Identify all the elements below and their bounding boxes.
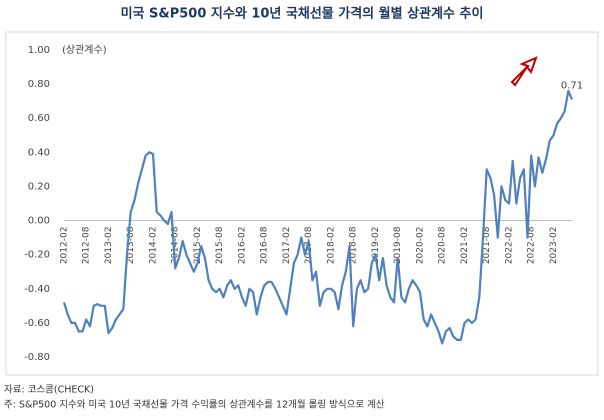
x-tick-label: 2021-02 — [460, 227, 470, 265]
x-tick-label: 2018-02 — [326, 227, 336, 265]
y-tick-label: 1.00 — [28, 45, 50, 56]
footnote: 주: S&P500 지수와 미국 10년 국채선물 가격 수익률의 상관계수를 … — [4, 399, 385, 411]
x-tick-label: 2021-08 — [482, 226, 492, 264]
y-axis-label: (상관계수) — [62, 44, 107, 56]
y-tick-label: -0.60 — [24, 318, 50, 329]
y-tick-label: 0.00 — [28, 216, 50, 227]
data-label: 0.71 — [561, 80, 583, 91]
x-tick-label: 2022-02 — [504, 227, 514, 265]
x-tick-label: 2014-02 — [148, 227, 158, 265]
x-tick-label: 2012-02 — [60, 227, 70, 265]
y-tick-label: 0.20 — [28, 181, 50, 192]
x-tick-label: 2019-08 — [393, 226, 403, 264]
x-tick-label: 2020-02 — [415, 227, 425, 265]
x-tick-label: 2015-08 — [215, 226, 225, 264]
arrow-icon — [510, 56, 538, 87]
x-tick-label: 2016-08 — [260, 226, 270, 264]
x-tick-label: 2013-08 — [126, 226, 136, 264]
y-tick-label: -0.40 — [24, 284, 50, 295]
y-tick-label: -0.20 — [24, 250, 50, 261]
x-tick-label: 2017-02 — [282, 227, 292, 265]
x-tick-label: 2016-02 — [237, 227, 247, 265]
x-tick-label: 2012-08 — [82, 226, 92, 264]
x-tick-label: 2014-08 — [171, 226, 181, 264]
y-tick-label: -0.80 — [24, 352, 50, 363]
y-tick-label: 0.40 — [28, 147, 50, 158]
x-tick-label: 2018-08 — [349, 226, 359, 264]
y-tick-label: 0.60 — [28, 113, 50, 124]
y-tick-label: 0.80 — [28, 79, 50, 90]
chart-title: 미국 S&P500 지수와 10년 국채선물 가격의 월별 상관계수 추이 — [121, 6, 484, 22]
x-tick-label: 2022-08 — [527, 226, 537, 264]
line — [62, 89, 574, 345]
x-tick-label: 2015-02 — [193, 227, 203, 265]
x-tick-label: 2013-02 — [104, 227, 114, 265]
x-tick-label: 2023-02 — [549, 227, 559, 265]
x-tick-label: 2020-08 — [438, 226, 448, 264]
source: 자료: 코스콤(CHECK) — [4, 385, 94, 396]
x-tick-label: 2019-02 — [371, 227, 381, 265]
